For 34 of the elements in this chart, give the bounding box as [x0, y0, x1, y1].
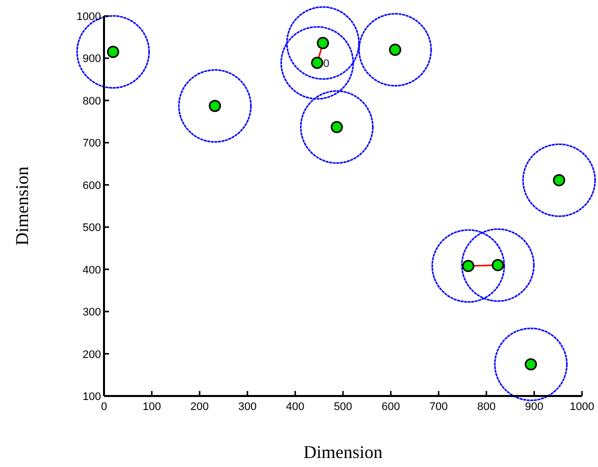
y-tick-label: 900	[82, 53, 101, 66]
point	[106, 46, 120, 58]
x-tick-label: 300	[238, 401, 257, 413]
point	[492, 259, 504, 272]
x-tick-label: 700	[429, 401, 448, 413]
y-tick-label: 100	[82, 391, 101, 403]
point	[330, 120, 343, 134]
y-tick-label: 600	[82, 180, 101, 192]
x-tick-label: 600	[382, 401, 400, 413]
y-tick-label: 500	[82, 222, 101, 234]
point	[389, 44, 402, 56]
x-tick-label: 1000	[570, 401, 594, 413]
x-tick-label: 400	[286, 401, 304, 413]
y-axis-title: Dimension	[12, 166, 32, 246]
annotation: 0	[323, 58, 330, 70]
point	[311, 56, 324, 69]
point	[462, 260, 474, 272]
y-tick-label: 800	[82, 95, 101, 108]
point	[552, 174, 566, 186]
y-tick-label: 1000	[76, 11, 101, 23]
point	[316, 36, 330, 50]
x-tick-label: 0	[100, 401, 108, 413]
x-tick-label: 200	[190, 401, 209, 413]
point	[208, 100, 221, 112]
x-tick-label: 500	[334, 401, 352, 413]
x-axis-title: Dimension	[304, 442, 382, 462]
x-tick-label: 100	[142, 401, 161, 413]
y-tick-label: 200	[82, 348, 101, 361]
y-tick-label: 400	[82, 264, 101, 276]
x-tick-label: 800	[477, 401, 496, 413]
y-tick-label: 300	[82, 306, 101, 319]
x-tick-label: 900	[525, 401, 544, 413]
point	[524, 358, 537, 370]
y-tick-label: 700	[82, 138, 101, 150]
